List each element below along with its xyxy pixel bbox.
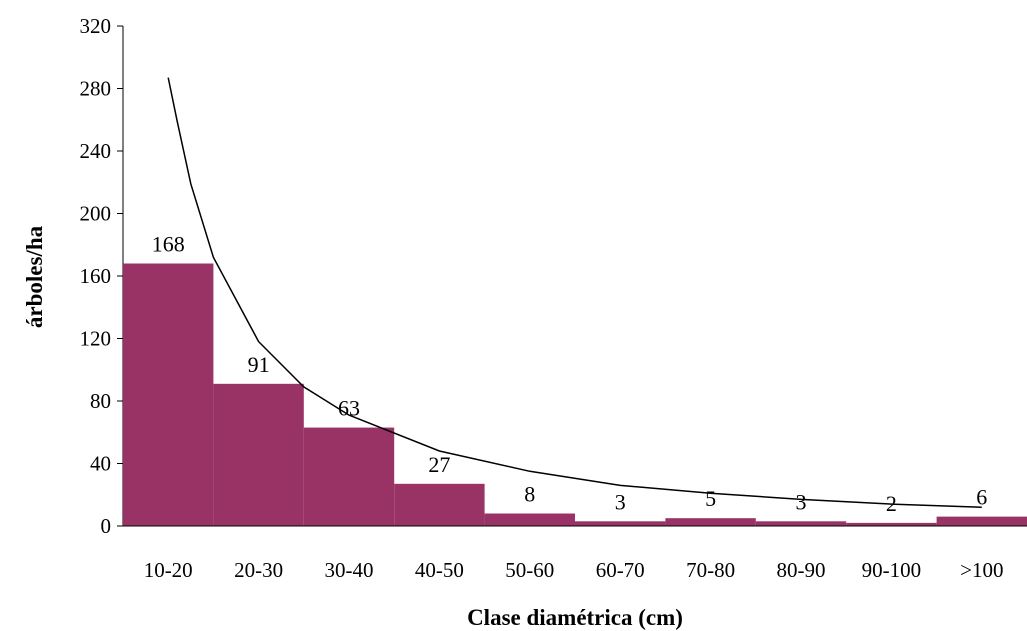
x-tick-label: 10-20 xyxy=(144,558,193,582)
data-label: 8 xyxy=(524,482,535,507)
y-axis-title: árboles/ha xyxy=(22,225,47,328)
data-label: 6 xyxy=(976,485,987,510)
y-tick-label: 120 xyxy=(80,327,112,351)
data-label: 91 xyxy=(248,352,270,377)
bars xyxy=(123,263,1027,526)
data-label: 5 xyxy=(705,486,716,511)
bar-90-100 xyxy=(846,522,937,526)
x-tick-label: 40-50 xyxy=(415,558,464,582)
x-tick-label: >100 xyxy=(960,558,1003,582)
data-label: 63 xyxy=(338,396,360,421)
trendline xyxy=(167,77,982,509)
x-tick-label: 80-90 xyxy=(777,558,826,582)
bar-10-20 xyxy=(123,263,214,526)
data-label: 2 xyxy=(886,491,897,516)
y-tick-label: 320 xyxy=(80,14,112,38)
y-tick-label: 40 xyxy=(90,452,111,476)
data-label: 3 xyxy=(615,489,626,514)
y-tick-label: 200 xyxy=(80,202,112,226)
bar-70-80 xyxy=(665,518,756,526)
y-axis: 0 40 80 120 160 200 240 280 320 xyxy=(80,14,124,538)
x-tick-label: 30-40 xyxy=(325,558,374,582)
bar->100 xyxy=(936,516,1027,526)
bar-20-30 xyxy=(213,383,304,526)
data-label: 168 xyxy=(152,232,185,257)
x-tick-label: 50-60 xyxy=(505,558,554,582)
y-tick-label: 0 xyxy=(101,514,112,538)
x-axis: 10-20 20-30 30-40 40-50 50-60 60-70 70-80 80-90… xyxy=(123,525,1027,582)
data-label: 27 xyxy=(428,452,450,477)
y-tick-label: 80 xyxy=(90,389,111,413)
y-tick-label: 160 xyxy=(80,264,112,288)
x-tick-label: 70-80 xyxy=(686,558,735,582)
bar-50-60 xyxy=(484,513,575,526)
trendline-group xyxy=(167,77,982,509)
bar-60-70 xyxy=(575,521,666,526)
x-tick-label: 20-30 xyxy=(234,558,283,582)
y-tick-label: 280 xyxy=(80,77,112,101)
bar-40-50 xyxy=(394,483,485,526)
x-tick-label: 60-70 xyxy=(596,558,645,582)
y-tick-label: 240 xyxy=(80,139,112,163)
x-axis-title: Clase diamétrica (cm) xyxy=(467,605,683,630)
data-label: 3 xyxy=(796,489,807,514)
bar-80-90 xyxy=(755,521,847,526)
bar-30-40 xyxy=(303,427,395,526)
x-tick-label: 90-100 xyxy=(862,558,922,582)
data-labels: 168 91 63 27 8 3 5 3 2 6 xyxy=(152,232,988,516)
